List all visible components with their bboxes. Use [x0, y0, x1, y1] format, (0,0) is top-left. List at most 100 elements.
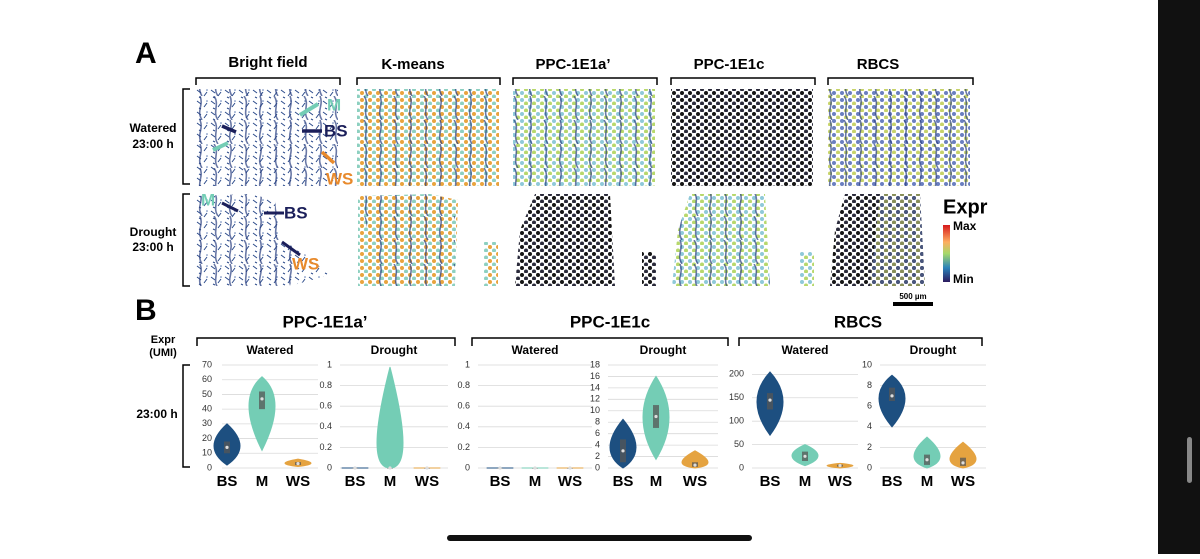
x-tick-label: BS: [760, 473, 781, 490]
device-edge: [1158, 0, 1200, 554]
scroll-indicator[interactable]: [1187, 437, 1192, 483]
violin-body: [913, 436, 941, 469]
x-tick-label: WS: [415, 473, 439, 490]
annotation-bs: BS: [284, 203, 308, 222]
x-tick-label: BS: [217, 473, 238, 490]
row-label: 23:00 h: [132, 240, 173, 254]
y-tick-label: 18: [590, 359, 600, 369]
violin-median: [693, 463, 697, 467]
violin-body: [949, 441, 977, 469]
y-tick-label: 0: [595, 462, 600, 472]
y-tick-label: 2: [595, 451, 600, 461]
subplot-title: Watered: [247, 343, 294, 357]
y-tick-label: 0.8: [319, 380, 332, 390]
y-tick-label: 0: [739, 462, 744, 472]
arrow-m: [212, 102, 320, 152]
group-title: RBCS: [834, 312, 882, 331]
row-brackets: [182, 88, 190, 287]
home-indicator[interactable]: [447, 535, 752, 541]
x-tick-label: M: [529, 473, 542, 490]
column-title: PPC-1E1c: [694, 56, 765, 73]
y-tick-label: 0.6: [457, 401, 470, 411]
violin-body: [248, 376, 276, 452]
violin-median: [803, 454, 807, 458]
rbcs-image: [870, 194, 925, 286]
y-tick-label: 50: [734, 439, 744, 449]
panel-label: A: [135, 37, 157, 70]
violin-median: [353, 466, 357, 470]
y-tick-label: 0.6: [319, 401, 332, 411]
y-tick-label: 6: [867, 401, 872, 411]
subplot-title: Drought: [371, 343, 418, 357]
y-tick-label: 1: [465, 359, 470, 369]
subplot-title: Watered: [512, 343, 559, 357]
y-tick-label: 0: [207, 462, 212, 472]
legend-min: Min: [953, 272, 974, 286]
group-title: PPC-1E1a’: [282, 312, 367, 331]
row-headers: Watered 23:00 h Drought 23:00 h: [130, 88, 190, 287]
violin-body: [376, 366, 404, 469]
violin-body: [681, 450, 709, 469]
group-brackets: [196, 337, 983, 346]
x-tick-label: WS: [286, 473, 310, 490]
kmeans-image: [484, 242, 498, 286]
legend-max: Max: [953, 219, 977, 233]
x-tick-label: WS: [558, 473, 582, 490]
subplot-title: Watered: [782, 343, 829, 357]
y-tick-label: 200: [729, 369, 744, 379]
y-tick-label: 20: [202, 433, 212, 443]
group-title: PPC-1E1c: [570, 312, 650, 331]
y-tick-label: 60: [202, 374, 212, 384]
y-tick-label: 0: [465, 462, 470, 472]
x-tick-label: WS: [683, 473, 707, 490]
column-headers: Bright field K-means PPC-1E1a’ PPC-1E1c …: [195, 54, 974, 85]
y-tick-label: 10: [590, 405, 600, 415]
x-tick-label: M: [799, 473, 812, 490]
annotation-m: M: [327, 95, 341, 114]
y-tick-label: 2: [867, 442, 872, 452]
y-tick-label: 8: [867, 380, 872, 390]
annotations: M BS WS M BS WS: [201, 95, 353, 273]
y-tick-label: 8: [595, 417, 600, 427]
scale-label: 500 µm: [899, 292, 926, 301]
column-title: RBCS: [857, 56, 900, 73]
violin-median: [654, 414, 658, 419]
y-tick-label: 40: [202, 404, 212, 414]
y-tick-label: 0.2: [457, 442, 470, 452]
violin-median: [568, 466, 572, 470]
y-tick-label: 150: [729, 392, 744, 402]
ppc1e1a-image: [515, 194, 615, 286]
y-tick-label: 14: [590, 382, 600, 392]
y-tick-label: 30: [202, 418, 212, 428]
row-label: 23:00 h: [132, 137, 173, 151]
violin-median: [425, 466, 429, 470]
row-label: Drought: [130, 225, 177, 239]
y-tick-label: 12: [590, 394, 600, 404]
x-tick-label: WS: [828, 473, 852, 490]
y-tick-label: 0.2: [319, 442, 332, 452]
subplot-title: Drought: [910, 343, 957, 357]
y-tick-label: 100: [729, 416, 744, 426]
violin-median: [260, 397, 264, 401]
violin-median: [925, 458, 929, 462]
y-axis-label: (UMI): [149, 347, 177, 359]
subplot-title: Drought: [640, 343, 687, 357]
x-tick-label: M: [384, 473, 397, 490]
expr-legend: Expr Max Min 500 µm: [893, 196, 988, 306]
x-tick-label: WS: [951, 473, 975, 490]
annotation-m: M: [201, 190, 215, 209]
y-tick-label: 0: [867, 462, 872, 472]
ppc1e1c-image: [800, 252, 814, 286]
vein-overlay: [357, 89, 499, 186]
violin-median: [621, 449, 625, 453]
x-tick-label: BS: [882, 473, 903, 490]
y-tick-label: 10: [862, 359, 872, 369]
arrows-drought: [221, 201, 301, 257]
y-tick-label: 16: [590, 371, 600, 381]
y-tick-label: 4: [595, 439, 600, 449]
violin-median: [296, 461, 300, 466]
violin-median: [533, 466, 537, 470]
vein-overlay: [828, 89, 970, 186]
ppc1e1a-image: [642, 252, 656, 286]
